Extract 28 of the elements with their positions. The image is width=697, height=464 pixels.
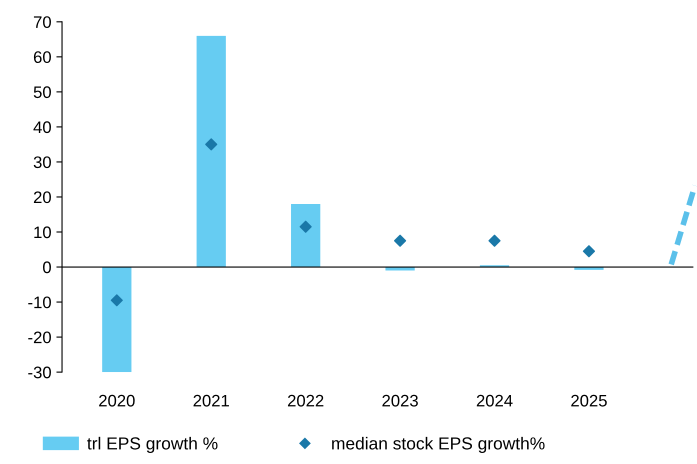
y-tick-label: 30 bbox=[34, 156, 51, 168]
y-tick-label: 10 bbox=[34, 226, 51, 238]
x-tick-label: 2025 bbox=[571, 394, 607, 407]
bar bbox=[291, 204, 320, 268]
legend-label: median stock EPS growth% bbox=[332, 436, 545, 454]
point bbox=[582, 245, 596, 258]
x-tick-label: 2022 bbox=[288, 394, 324, 407]
y-tick-label: 20 bbox=[34, 191, 51, 204]
x-tick-label: 2024 bbox=[476, 394, 513, 407]
y-tick-label: 60 bbox=[34, 51, 51, 64]
y-tick-label: -10 bbox=[28, 296, 51, 308]
point bbox=[394, 234, 406, 247]
y-tick-label: 0 bbox=[43, 261, 51, 274]
y-tick-label: 50 bbox=[34, 86, 51, 98]
point bbox=[205, 138, 218, 150]
x-tick-label: 2021 bbox=[194, 394, 229, 407]
y-tick-label: 40 bbox=[33, 121, 51, 134]
y-tick-label: 70 bbox=[34, 16, 51, 28]
y-tick-label: -20 bbox=[28, 331, 51, 344]
x-tick-label: 2020 bbox=[99, 394, 135, 407]
y-tick-label: -30 bbox=[28, 366, 51, 378]
point bbox=[488, 234, 501, 247]
bar bbox=[196, 36, 226, 268]
point bbox=[110, 294, 123, 306]
legend-label: trl EPS growth % bbox=[87, 436, 218, 454]
bar bbox=[102, 267, 132, 372]
x-tick-label: 2023 bbox=[382, 394, 418, 407]
point bbox=[300, 220, 312, 233]
